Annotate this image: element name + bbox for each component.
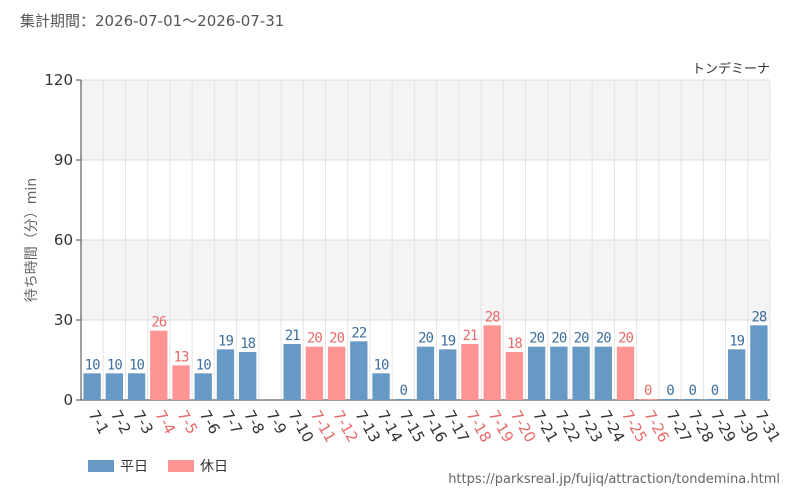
bar-7-22 bbox=[550, 346, 568, 400]
bar-7-6 bbox=[194, 373, 212, 400]
bar-value-label-7-14: 10 bbox=[374, 357, 389, 373]
bar-value-label-7-16: 20 bbox=[418, 331, 433, 347]
bar-7-11 bbox=[305, 346, 324, 400]
bar-7-30 bbox=[727, 349, 746, 400]
bar-7-17 bbox=[439, 349, 457, 400]
bar-7-5 bbox=[172, 365, 190, 400]
legend-label-weekday: 平日 bbox=[120, 459, 148, 475]
bar-7-18 bbox=[461, 344, 479, 400]
bar-7-29 bbox=[705, 399, 724, 400]
bar-value-label-7-29: 0 bbox=[711, 383, 719, 399]
bar-value-label-7-22: 20 bbox=[551, 331, 566, 347]
bar-value-label-7-10: 21 bbox=[285, 328, 300, 344]
legend-item-weekday: 平日 bbox=[88, 456, 148, 476]
bar-7-3 bbox=[127, 373, 146, 400]
bar-value-label-7-30: 19 bbox=[729, 333, 744, 349]
bar-value-label-7-26: 0 bbox=[644, 383, 652, 399]
legend-swatch-holiday bbox=[168, 460, 194, 472]
bar-value-label-7-28: 0 bbox=[688, 383, 696, 399]
bar-value-label-7-13: 22 bbox=[351, 325, 366, 341]
bar-value-label-7-27: 0 bbox=[666, 383, 674, 399]
chart-legend: 平日 休日 bbox=[88, 456, 228, 476]
x-tick-label-7-1: 7-1 bbox=[85, 407, 113, 437]
bar-7-28 bbox=[683, 399, 701, 400]
bar-7-23 bbox=[572, 346, 590, 400]
x-tick-label-7-4: 7-4 bbox=[151, 407, 179, 437]
legend-swatch-weekday bbox=[88, 460, 114, 472]
bar-value-label-7-1: 10 bbox=[85, 357, 100, 373]
y-tick-label: 0 bbox=[63, 391, 73, 409]
bar-7-12 bbox=[327, 346, 346, 400]
bar-value-label-7-11: 20 bbox=[307, 331, 322, 347]
bar-value-label-7-25: 20 bbox=[618, 331, 633, 347]
bar-7-10 bbox=[283, 344, 301, 400]
bar-value-label-7-20: 18 bbox=[507, 336, 522, 352]
bar-7-14 bbox=[372, 373, 390, 400]
plot-band bbox=[81, 160, 770, 240]
bar-value-label-7-12: 20 bbox=[329, 331, 344, 347]
bar-7-7 bbox=[216, 349, 235, 400]
bar-value-label-7-23: 20 bbox=[574, 331, 589, 347]
bar-value-label-7-31: 28 bbox=[751, 309, 766, 325]
plot-band bbox=[81, 80, 770, 160]
x-tick-label-7-8: 7-8 bbox=[240, 407, 268, 437]
bar-7-26 bbox=[639, 399, 657, 400]
y-tick-label: 120 bbox=[44, 71, 73, 89]
bar-7-15 bbox=[394, 399, 412, 400]
bar-7-20 bbox=[505, 352, 524, 400]
x-tick-label-7-2: 7-2 bbox=[107, 407, 135, 437]
bar-7-2 bbox=[105, 373, 124, 400]
bar-value-label-7-24: 20 bbox=[596, 331, 611, 347]
bar-7-13 bbox=[350, 341, 368, 400]
bar-value-label-7-6: 10 bbox=[196, 357, 211, 373]
x-tick-label-7-9: 7-9 bbox=[262, 407, 290, 437]
y-tick-label: 90 bbox=[54, 151, 73, 169]
bar-value-label-7-21: 20 bbox=[529, 331, 544, 347]
legend-label-holiday: 休日 bbox=[200, 459, 228, 475]
bar-value-label-7-7: 19 bbox=[218, 333, 233, 349]
bar-7-31 bbox=[750, 325, 768, 400]
bar-7-8 bbox=[239, 352, 257, 400]
plot-band bbox=[81, 240, 770, 320]
bar-value-label-7-4: 26 bbox=[151, 315, 166, 331]
chart-title: トンデミーナ bbox=[692, 61, 770, 77]
bar-value-label-7-2: 10 bbox=[107, 357, 122, 373]
bar-value-label-7-8: 18 bbox=[240, 336, 255, 352]
y-axis-label: 待ち時間（分）min bbox=[24, 178, 40, 302]
y-tick-label: 30 bbox=[54, 311, 73, 329]
y-tick-label: 60 bbox=[54, 231, 73, 249]
bar-value-label-7-5: 13 bbox=[174, 349, 189, 365]
bar-value-label-7-17: 19 bbox=[440, 333, 455, 349]
x-tick-label-7-7: 7-7 bbox=[218, 407, 246, 437]
bar-7-27 bbox=[661, 399, 679, 400]
bar-7-21 bbox=[527, 346, 546, 400]
bar-7-24 bbox=[594, 346, 612, 400]
bar-7-25 bbox=[616, 346, 635, 400]
x-tick-label-7-5: 7-5 bbox=[174, 407, 202, 437]
x-tick-label-7-3: 7-3 bbox=[129, 407, 157, 437]
bar-7-16 bbox=[416, 346, 435, 400]
bar-value-label-7-3: 10 bbox=[129, 357, 144, 373]
x-tick-label-7-6: 7-6 bbox=[196, 407, 224, 437]
bar-value-label-7-15: 0 bbox=[400, 383, 408, 399]
source-url[interactable]: https://parksreal.jp/fujiq/attraction/to… bbox=[448, 472, 780, 487]
bar-7-4 bbox=[150, 330, 168, 400]
bar-7-19 bbox=[483, 325, 501, 400]
bar-value-label-7-19: 28 bbox=[485, 309, 500, 325]
legend-item-holiday: 休日 bbox=[168, 456, 228, 476]
bar-value-label-7-18: 21 bbox=[463, 328, 478, 344]
collection-period: 集計期間：2026-07-01～2026-07-31 bbox=[20, 12, 285, 30]
bar-7-1 bbox=[83, 373, 101, 400]
